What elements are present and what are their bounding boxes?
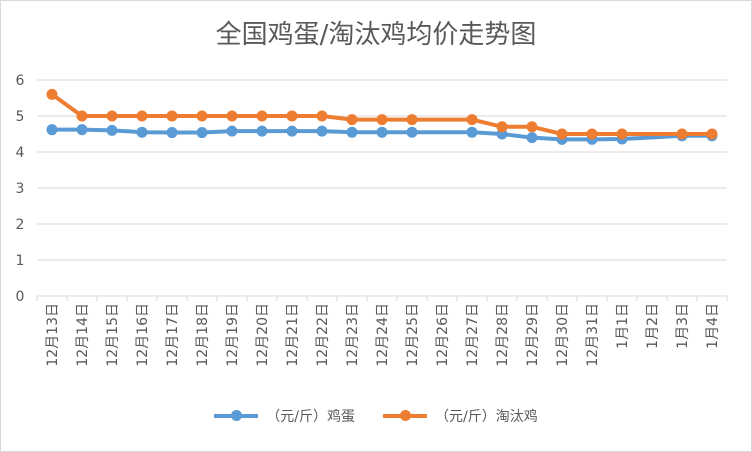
data-point-1-6 — [226, 110, 238, 122]
chart-title: 全国鸡蛋/淘汰鸡均价走势图 — [215, 20, 537, 50]
data-point-0-12 — [406, 126, 418, 138]
data-point-0-11 — [376, 126, 388, 138]
x-tick-label: 12月29日 — [525, 303, 541, 367]
x-tick-label: 12月26日 — [435, 303, 451, 367]
chart-legend: （元/斤）鸡蛋 （元/斤）淘汰鸡 — [0, 406, 752, 426]
data-point-0-4 — [166, 127, 178, 139]
legend-label-eggs: （元/斤）鸡蛋 — [266, 409, 355, 425]
data-point-0-8 — [286, 125, 298, 137]
data-point-1-18 — [586, 128, 598, 140]
x-tick-label: 12月25日 — [405, 303, 421, 367]
x-tick-label: 12月23日 — [345, 303, 361, 367]
x-tick-label: 12月24日 — [375, 303, 391, 367]
x-tick-label: 12月16日 — [135, 303, 151, 367]
legend-item-eggs: （元/斤）鸡蛋 — [214, 406, 355, 426]
data-point-1-14 — [466, 114, 478, 126]
x-tick-label: 12月19日 — [225, 303, 241, 367]
x-tick-label: 12月28日 — [495, 303, 511, 367]
data-point-1-17 — [556, 128, 568, 140]
data-point-1-22 — [706, 128, 718, 140]
data-point-1-16 — [526, 121, 538, 133]
legend-item-culled-hens: （元/斤）淘汰鸡 — [383, 406, 538, 426]
x-tick-label: 12月31日 — [585, 303, 601, 367]
data-point-1-15 — [496, 121, 508, 133]
x-tick-label: 1月4日 — [705, 303, 721, 349]
legend-swatch-culled-hens — [383, 410, 427, 421]
data-point-1-5 — [196, 110, 208, 122]
data-point-1-11 — [376, 114, 388, 126]
data-point-1-10 — [346, 114, 358, 126]
x-tick-label: 1月2日 — [645, 303, 661, 349]
x-tick-label: 12月15日 — [105, 303, 121, 367]
data-point-0-5 — [196, 127, 208, 139]
data-point-1-9 — [316, 110, 328, 122]
x-tick-label: 12月30日 — [555, 303, 571, 367]
y-tick-label: 4 — [16, 145, 25, 161]
y-tick-label: 0 — [16, 289, 25, 305]
data-point-0-14 — [466, 126, 478, 138]
y-tick-label: 5 — [16, 109, 25, 125]
data-point-1-8 — [286, 110, 298, 122]
data-point-0-3 — [136, 126, 148, 138]
x-tick-label: 12月22日 — [315, 303, 331, 367]
data-point-0-0 — [46, 124, 58, 136]
y-tick-label: 2 — [16, 217, 25, 233]
data-point-1-2 — [106, 110, 118, 122]
data-point-1-4 — [166, 110, 178, 122]
y-tick-label: 3 — [16, 181, 25, 197]
data-point-1-21 — [676, 128, 688, 140]
data-point-0-16 — [526, 132, 538, 144]
x-tick-label: 12月27日 — [465, 303, 481, 367]
x-tick-label: 12月17日 — [165, 303, 181, 367]
x-tick-label: 12月13日 — [45, 303, 61, 367]
data-point-1-7 — [256, 110, 268, 122]
x-tick-label: 12月18日 — [195, 303, 211, 367]
legend-swatch-eggs — [214, 410, 259, 421]
data-point-0-1 — [76, 124, 88, 136]
data-point-1-19 — [616, 128, 628, 140]
data-point-1-12 — [406, 114, 418, 126]
data-point-0-7 — [256, 125, 268, 137]
x-tick-label: 12月14日 — [75, 303, 91, 367]
data-point-0-10 — [346, 126, 358, 138]
y-tick-label: 6 — [16, 73, 25, 89]
data-point-1-1 — [76, 110, 88, 122]
x-tick-label: 1月3日 — [675, 303, 691, 349]
data-point-1-0 — [46, 88, 58, 100]
data-point-0-6 — [226, 125, 238, 137]
x-tick-label: 12月20日 — [255, 303, 271, 367]
data-point-0-9 — [316, 125, 328, 137]
x-tick-label: 1月1日 — [615, 303, 631, 349]
data-point-0-2 — [106, 124, 118, 136]
x-tick-label: 12月21日 — [285, 303, 301, 367]
legend-label-culled-hens: （元/斤）淘汰鸡 — [435, 409, 538, 425]
data-point-1-3 — [136, 110, 148, 122]
y-tick-label: 1 — [16, 253, 25, 269]
